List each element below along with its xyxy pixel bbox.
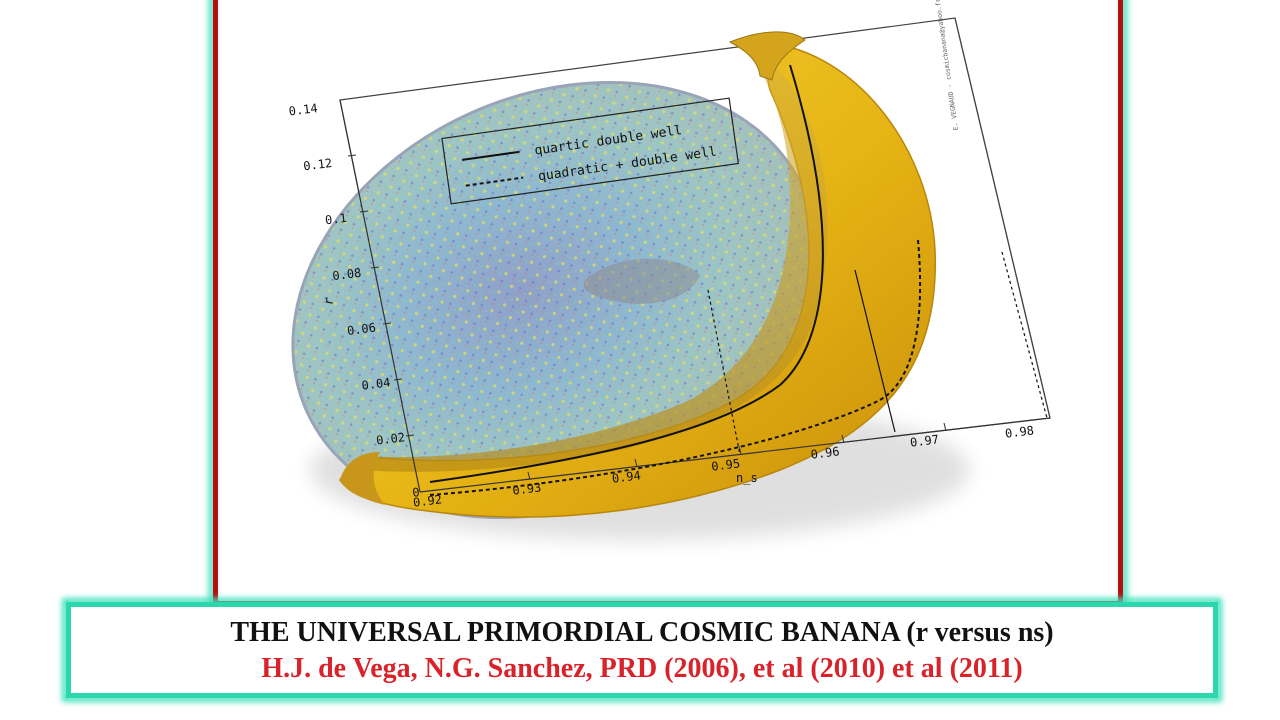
y-tick-label: 0: [411, 485, 420, 500]
caption-glow: [62, 598, 1222, 702]
x-axis: [527, 422, 947, 481]
y-tick-label: 0.12: [303, 156, 333, 173]
y-axis: [347, 154, 415, 437]
banana: [339, 31, 936, 518]
x-tick-label: 0.93: [512, 480, 542, 497]
x-tick-label: 0.96: [810, 444, 840, 461]
y-tick-label: 0.14: [288, 101, 318, 118]
y-tick-label: 0.1: [324, 211, 347, 228]
y-tick-label: 0.04: [361, 375, 391, 392]
caption-title: THE UNIVERSAL PRIMORDIAL COSMIC BANANA (…: [230, 617, 1054, 648]
x-tick-label: 0.92: [412, 492, 442, 509]
curve-quadratic-plus-double-well: [429, 239, 922, 496]
x-tick-label: 0.97: [909, 432, 939, 449]
x-tick-label: 0.98: [1004, 423, 1034, 440]
x-tick-label: 0.94: [611, 468, 641, 485]
y-tick-label: 0.06: [346, 321, 376, 338]
caption-box: THE UNIVERSAL PRIMORDIAL COSMIC BANANA (…: [66, 602, 1218, 698]
curve-vertical-solid: [854, 269, 896, 433]
frame-glow: [208, 0, 1128, 608]
x-tick-label: 0.95: [711, 456, 741, 473]
xlabel: n_s: [736, 471, 758, 485]
cosmic-banana-figure: quartic double well quadratic + double w…: [288, 0, 1051, 540]
curve-vertical-dotted: [707, 289, 741, 456]
curve-quartic-double-well: [429, 64, 824, 483]
caption-citation: H.J. de Vega, N.G. Sanchez, PRD (2006), …: [261, 653, 1023, 684]
y-tick-label: 0.08: [332, 266, 362, 283]
y-tick-label: 0.02: [375, 430, 405, 447]
curve-right-dashed: [1001, 251, 1048, 419]
ylabel: r: [321, 296, 337, 307]
